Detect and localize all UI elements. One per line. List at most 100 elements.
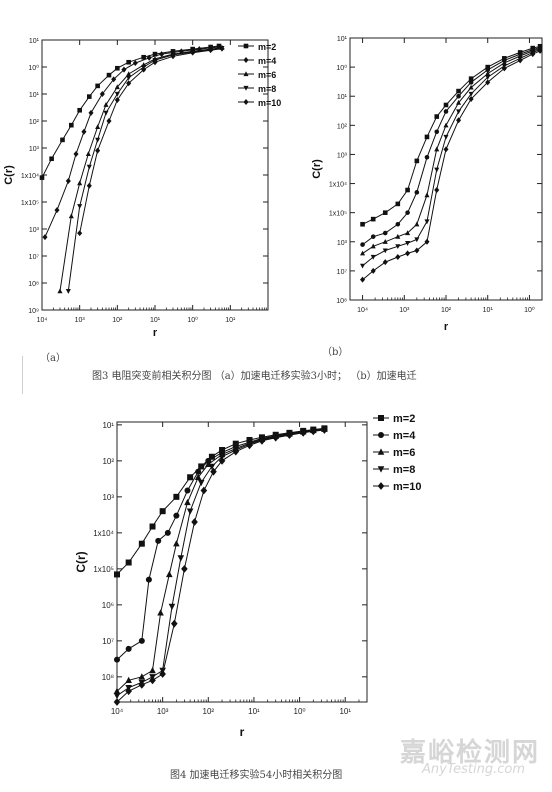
data-point bbox=[405, 241, 411, 246]
series-m-8 bbox=[113, 426, 328, 700]
data-point bbox=[434, 114, 440, 119]
y-tick-label: 10² bbox=[102, 457, 114, 466]
series-m-2 bbox=[114, 425, 328, 578]
data-point bbox=[456, 117, 462, 124]
y-tick-label: 10³ bbox=[102, 493, 114, 502]
data-point bbox=[382, 248, 388, 254]
data-point bbox=[210, 467, 217, 476]
y-tick-label: 10³ bbox=[337, 240, 348, 247]
legend-label: m=4 bbox=[258, 56, 276, 66]
data-point bbox=[114, 656, 120, 663]
legend-label: m=10 bbox=[258, 98, 281, 108]
chart-2: 10⁴ 10³ 10² 10¹ 10⁰ 10⁸ 10⁷ 10³ 1x10⁵ 1x10⁴ 10³ 10²… bbox=[311, 36, 543, 333]
y-tick-label: 10⁸ bbox=[336, 298, 347, 305]
data-point bbox=[65, 177, 71, 184]
data-point bbox=[456, 88, 461, 94]
data-point bbox=[49, 156, 54, 162]
data-point bbox=[159, 51, 165, 58]
data-point bbox=[103, 101, 109, 107]
series-m-4 bbox=[360, 45, 543, 247]
data-point bbox=[113, 698, 121, 706]
data-point bbox=[405, 230, 411, 236]
data-point bbox=[501, 65, 507, 72]
data-point bbox=[149, 676, 156, 685]
watermark-site: AnyTesting.com bbox=[422, 762, 526, 777]
data-point bbox=[155, 537, 162, 544]
series-line bbox=[362, 45, 541, 225]
data-point bbox=[170, 53, 176, 60]
data-point bbox=[299, 428, 307, 437]
data-point bbox=[126, 75, 132, 81]
data-point bbox=[73, 150, 79, 157]
data-point bbox=[57, 288, 63, 294]
data-point bbox=[157, 609, 164, 616]
series-m-2 bbox=[360, 43, 543, 227]
data-point bbox=[310, 427, 317, 436]
legend-label: m=8 bbox=[258, 84, 276, 94]
x-axis-label: r bbox=[153, 327, 158, 339]
y-tick-label: 10⁸ bbox=[102, 673, 114, 682]
series-m-6 bbox=[57, 44, 225, 294]
x-tick-label: 10⁰ bbox=[187, 316, 198, 324]
data-point bbox=[166, 570, 173, 578]
data-point bbox=[382, 210, 388, 215]
x-tick-label: 10⁴ bbox=[357, 307, 368, 314]
data-point bbox=[173, 512, 180, 519]
y-tick-label: 1x10⁴ bbox=[21, 173, 39, 180]
data-point bbox=[99, 91, 105, 97]
data-point bbox=[149, 523, 156, 530]
data-point bbox=[170, 49, 176, 54]
data-point bbox=[190, 49, 196, 56]
legend-label: m=2 bbox=[258, 42, 276, 52]
data-point bbox=[243, 85, 249, 91]
data-point bbox=[152, 59, 158, 66]
data-point bbox=[69, 122, 74, 128]
y-tick-label: 10⁷ bbox=[29, 254, 40, 261]
series-m-10 bbox=[360, 47, 543, 283]
x-tick-label: 10³ bbox=[399, 307, 410, 314]
data-point bbox=[443, 122, 449, 128]
data-point bbox=[468, 84, 474, 90]
data-point bbox=[86, 164, 92, 170]
data-point bbox=[81, 128, 87, 135]
data-point bbox=[138, 540, 145, 547]
data-point bbox=[132, 60, 138, 67]
data-point bbox=[405, 250, 411, 257]
data-point bbox=[86, 94, 92, 99]
data-point bbox=[360, 250, 366, 256]
data-point bbox=[125, 645, 132, 652]
data-point bbox=[243, 57, 249, 63]
data-point bbox=[424, 154, 430, 160]
data-point bbox=[485, 70, 491, 76]
y-tick-label: 1x10⁵ bbox=[93, 565, 114, 574]
data-point bbox=[111, 76, 117, 83]
figure4-caption: 图4 加速电迁移实验54小时相关积分图 bbox=[170, 770, 343, 781]
y-tick-label: 10¹ bbox=[102, 421, 114, 430]
x-tick-label: 10¹ bbox=[150, 317, 161, 324]
data-point bbox=[138, 673, 146, 680]
series-m-10 bbox=[113, 426, 328, 706]
data-point bbox=[159, 670, 166, 678]
x-tick-label: 10⁰ bbox=[294, 707, 306, 716]
data-point bbox=[103, 110, 109, 116]
plot-frame bbox=[349, 37, 543, 301]
x-tick-label: 10¹ bbox=[248, 707, 260, 716]
data-point bbox=[414, 247, 420, 254]
data-point bbox=[152, 51, 158, 57]
data-point bbox=[395, 201, 401, 207]
data-point bbox=[113, 692, 121, 700]
data-point bbox=[360, 221, 365, 227]
data-point bbox=[126, 59, 131, 65]
data-point bbox=[537, 47, 543, 54]
data-point bbox=[95, 83, 100, 89]
y-tick-label: 10² bbox=[337, 123, 348, 130]
legend: m=2 m=4 m=6 m=8 m=10 bbox=[238, 42, 281, 108]
x-tick-label: 10² bbox=[112, 317, 123, 324]
series-m-10 bbox=[77, 45, 225, 237]
series-line bbox=[116, 429, 325, 703]
data-point bbox=[405, 187, 410, 193]
data-point bbox=[170, 619, 178, 628]
data-point bbox=[377, 466, 385, 473]
data-point bbox=[121, 66, 127, 73]
